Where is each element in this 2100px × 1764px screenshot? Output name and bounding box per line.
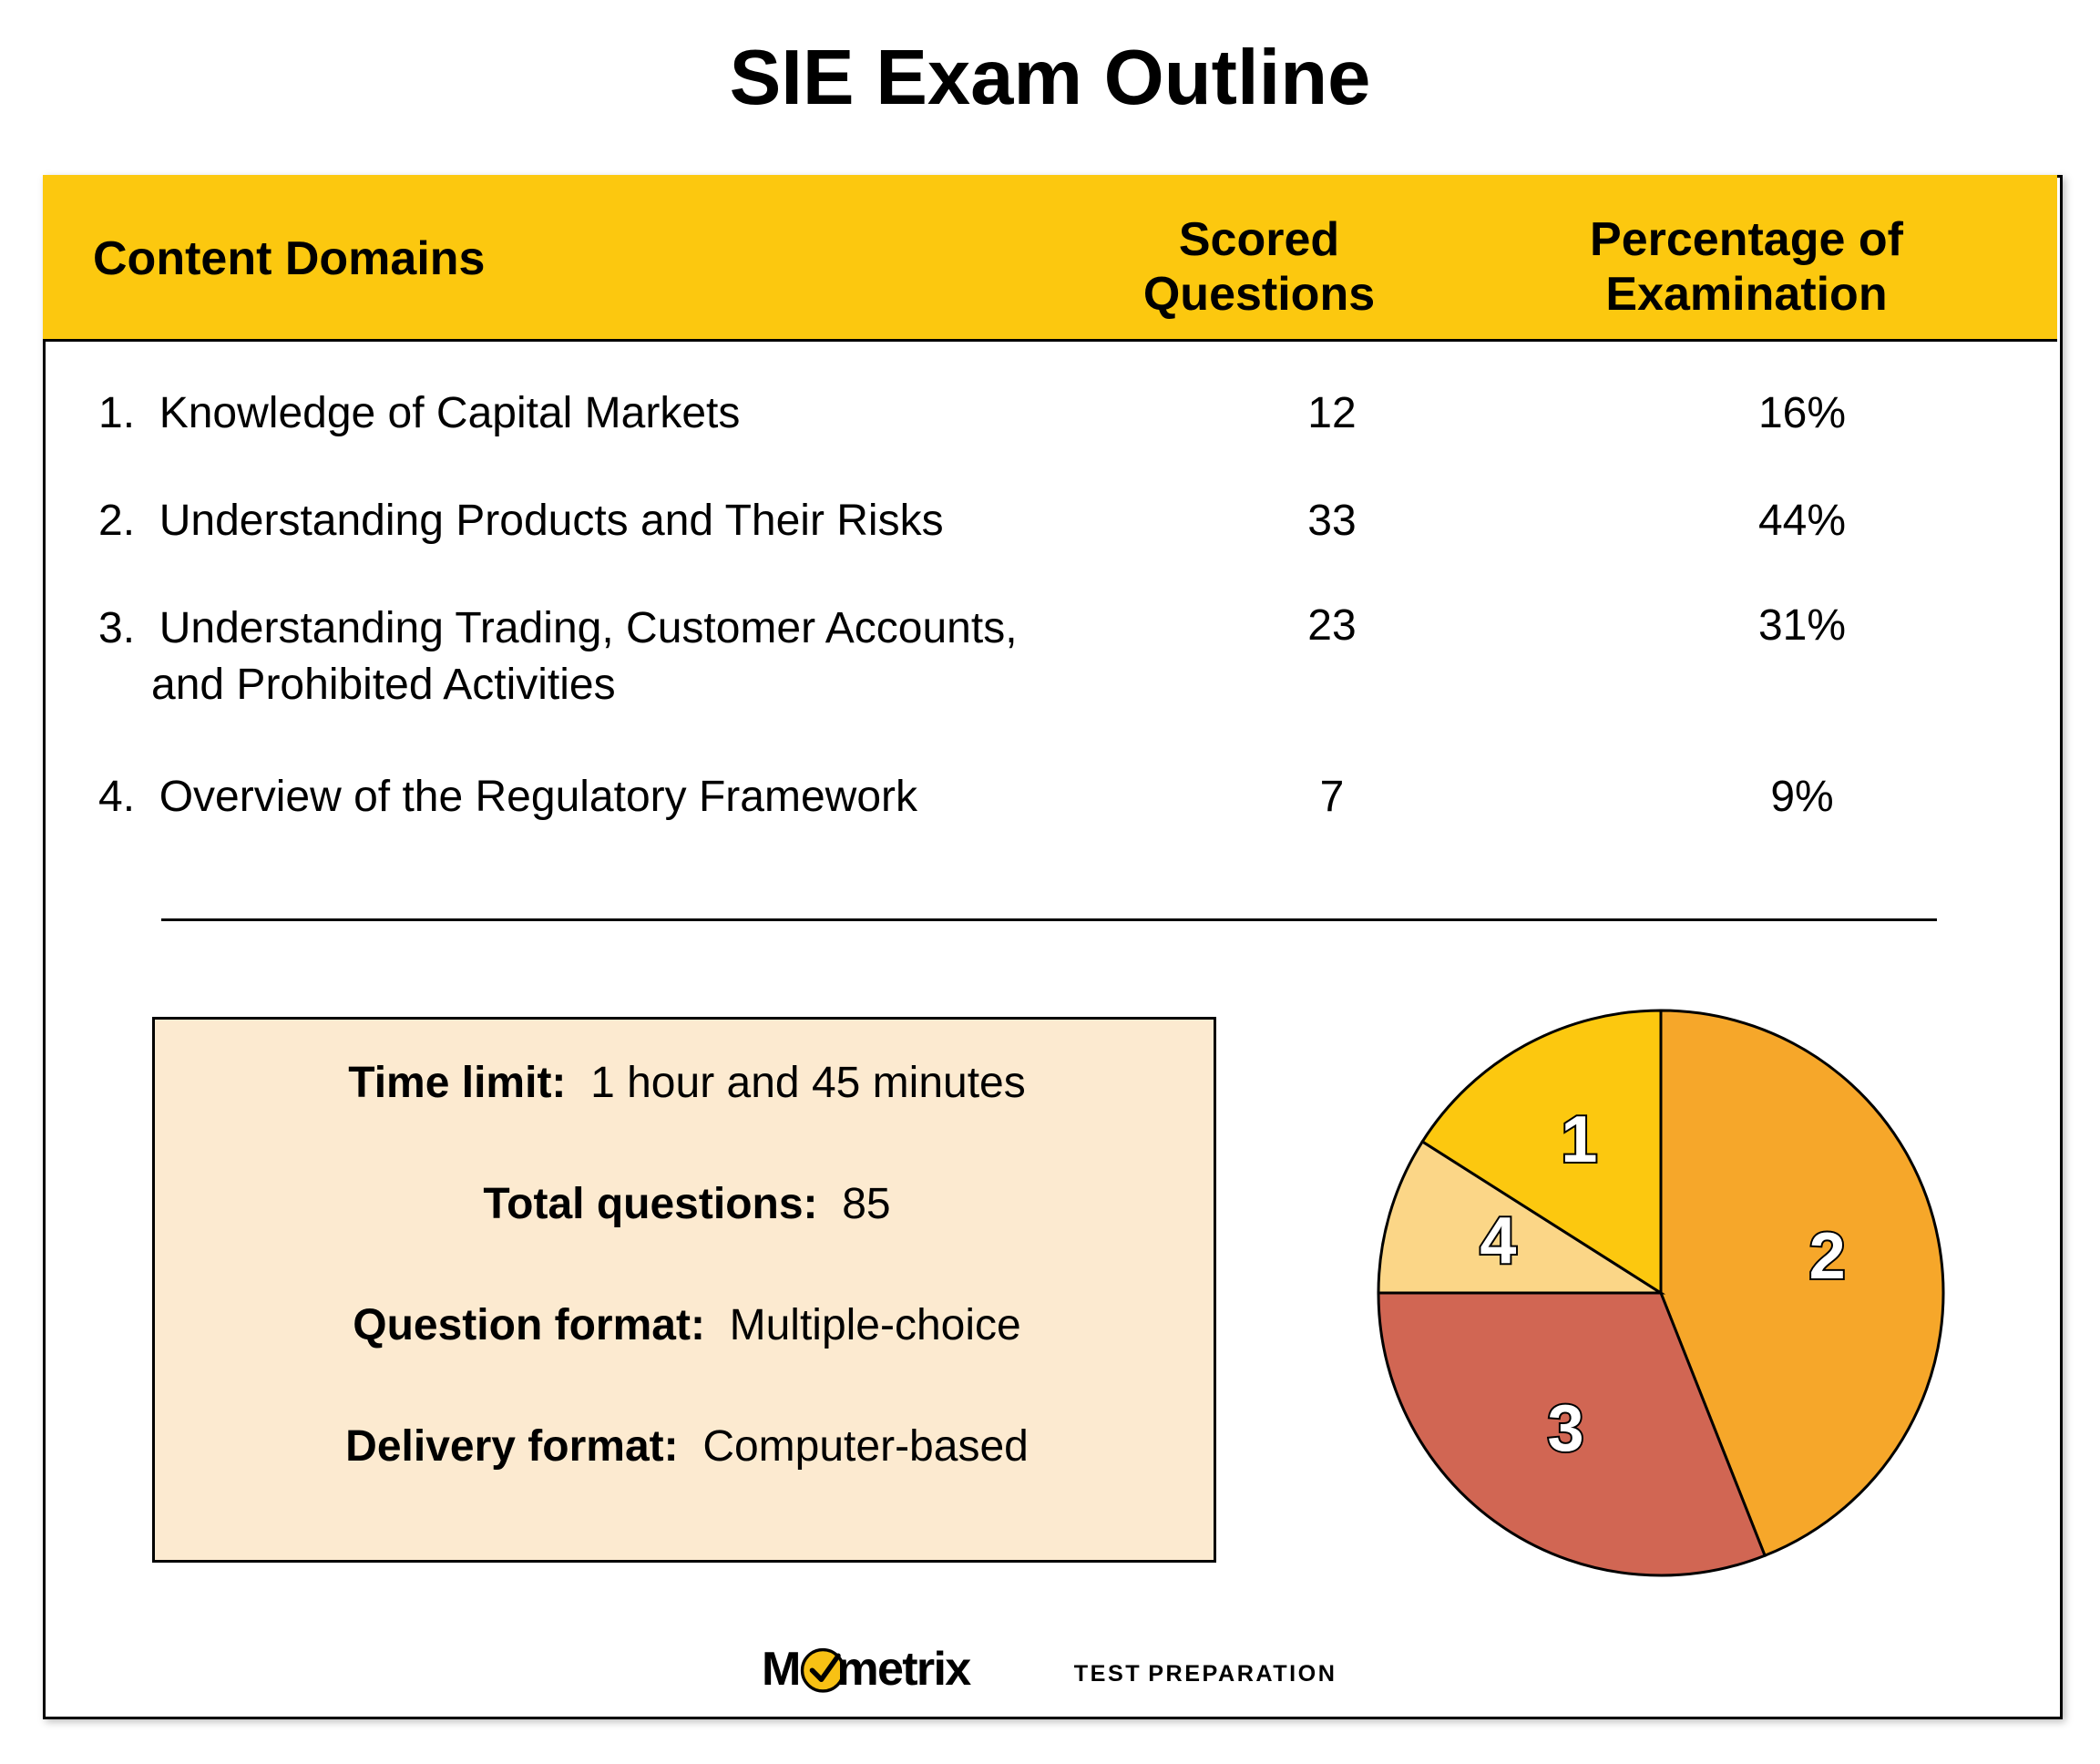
svg-text:1: 1 xyxy=(1561,1103,1597,1176)
svg-text:metrix: metrix xyxy=(836,1643,971,1696)
svg-text:M: M xyxy=(762,1643,800,1696)
svg-text:3: 3 xyxy=(1547,1392,1583,1465)
svg-text:2: 2 xyxy=(1809,1220,1846,1293)
svg-text:PREPARATION: PREPARATION xyxy=(1148,1661,1337,1687)
svg-text:4: 4 xyxy=(1480,1205,1516,1277)
svg-text:TEST: TEST xyxy=(1074,1661,1142,1687)
